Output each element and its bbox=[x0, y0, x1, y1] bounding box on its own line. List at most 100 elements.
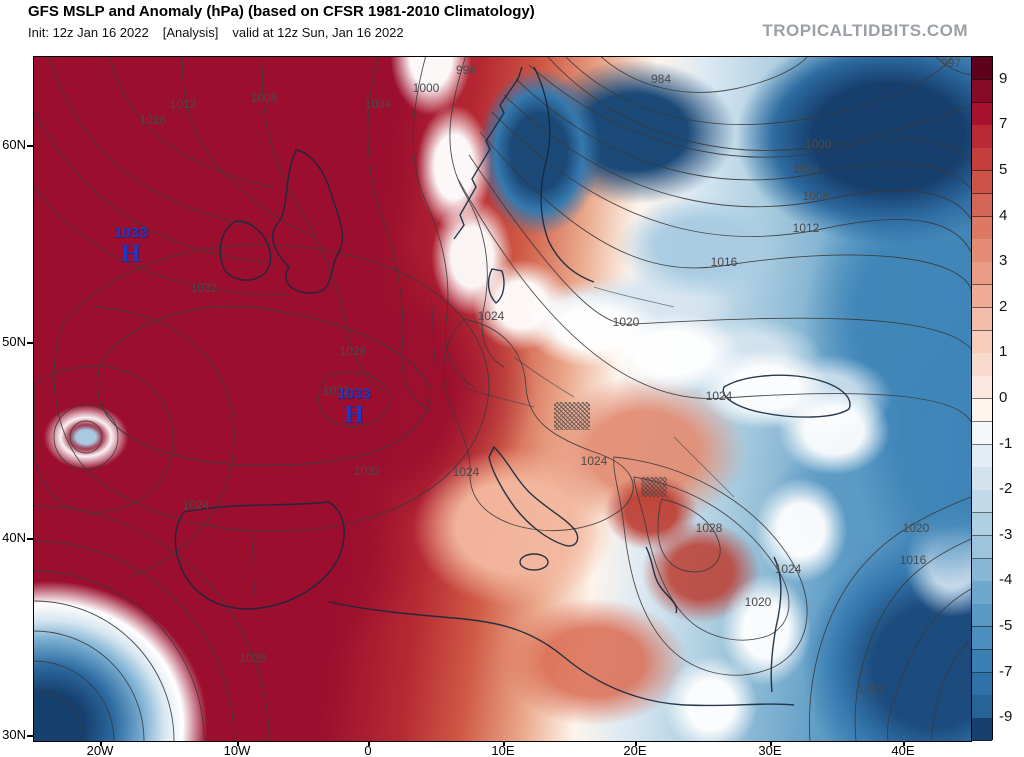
colorbar-cell bbox=[972, 216, 992, 240]
chart-subtitle: Init: 12z Jan 16 2022 [Analysis] valid at … bbox=[28, 25, 418, 40]
colorbar-cell bbox=[972, 239, 992, 263]
contour-label: 1024 bbox=[182, 498, 210, 512]
longitude-tick bbox=[770, 741, 772, 746]
contour-label: 1008 bbox=[250, 91, 278, 105]
longitude-tick bbox=[503, 741, 505, 746]
latitude-tick bbox=[27, 735, 34, 737]
contour-label: 1008 bbox=[802, 189, 830, 203]
colorbar-cell bbox=[972, 376, 992, 400]
contour-label: 1004 bbox=[364, 97, 392, 111]
contour-label: 1020 bbox=[744, 595, 772, 609]
terrain-hatch-dinarides bbox=[641, 477, 667, 497]
colorbar-cell bbox=[972, 535, 992, 560]
colorbar-cell bbox=[972, 558, 992, 582]
colorbar-cell bbox=[972, 604, 992, 628]
colorbar-cell bbox=[972, 467, 992, 491]
init-time: Init: 12z Jan 16 2022 bbox=[28, 25, 149, 40]
high-pressure-marker: 1033 H bbox=[114, 226, 147, 267]
colorbar-tick-label: 1 bbox=[999, 343, 1008, 361]
contour-lines bbox=[34, 57, 971, 741]
longitude-tick bbox=[635, 741, 637, 746]
latitude-label: 30N bbox=[2, 727, 26, 742]
latitude-tick bbox=[27, 538, 34, 540]
colorbar-tick-label: 7 bbox=[999, 115, 1008, 133]
longitude-label: 10E bbox=[491, 743, 515, 757]
contour-label: 1028 bbox=[695, 521, 723, 535]
colorbar-tick-label: -2 bbox=[999, 480, 1013, 498]
colorbar-cell bbox=[972, 79, 992, 104]
colorbar-cell bbox=[972, 193, 992, 218]
colorbar-cell bbox=[972, 513, 992, 537]
contour-label: 1028 bbox=[339, 344, 367, 358]
high-letter: H bbox=[121, 240, 141, 268]
latitude-label: 50N bbox=[2, 334, 26, 349]
contour-label: 1012 bbox=[792, 221, 820, 235]
contour-label: 1016 bbox=[899, 553, 927, 567]
colorbar-cell bbox=[972, 353, 992, 377]
colorbar-tick-label: 3 bbox=[999, 252, 1008, 270]
longitude-tick bbox=[903, 741, 905, 746]
contour-label: 1016 bbox=[710, 255, 738, 269]
high-value: 1033 bbox=[337, 385, 371, 403]
contour-label: 1016 bbox=[139, 113, 167, 127]
contour-label: 1000 bbox=[412, 81, 440, 95]
colorbar-tick-label: -3 bbox=[999, 525, 1013, 543]
longitude-tick bbox=[368, 741, 370, 746]
contour-label: 1024 bbox=[477, 309, 505, 323]
valid-time: valid at 12z Sun, Jan 16 2022 bbox=[232, 25, 404, 40]
longitude-label: 20E bbox=[623, 743, 647, 757]
contour-label: 1028 bbox=[239, 651, 267, 665]
longitude-tick bbox=[237, 741, 239, 746]
contour-label: 984 bbox=[650, 72, 672, 86]
contour-label: 1024 bbox=[774, 562, 802, 576]
anomaly-map: 996 1000 1004 1008 1012 1016 1032 1028 1032 1032 1… bbox=[33, 56, 972, 742]
high-value: 1033 bbox=[114, 224, 148, 242]
colorbar-cell bbox=[972, 627, 992, 651]
colorbar-cell bbox=[972, 490, 992, 514]
coastlines bbox=[174, 66, 851, 707]
colorbar-tick-label: -9 bbox=[999, 708, 1013, 726]
contour-label: 1032 bbox=[190, 281, 218, 295]
latitude-label: 40N bbox=[2, 530, 26, 545]
colorbar-tick-label: 4 bbox=[999, 206, 1008, 224]
colorbar-cell bbox=[972, 148, 992, 172]
contour-label: 1020 bbox=[902, 521, 930, 535]
colorbar-tick-label: -1 bbox=[999, 434, 1013, 452]
latitude-tick bbox=[27, 342, 34, 344]
contour-label: 1024 bbox=[452, 465, 480, 479]
contour-label: 1024 bbox=[705, 389, 733, 403]
colorbar-cell bbox=[972, 581, 992, 605]
colorbar-tick-label: -5 bbox=[999, 617, 1013, 634]
latitude-label: 60N bbox=[2, 137, 26, 152]
high-letter: H bbox=[344, 401, 364, 429]
colorbar-cell bbox=[972, 307, 992, 332]
contour-label: 1012 bbox=[169, 97, 197, 111]
high-pressure-marker: 1033 H bbox=[337, 387, 370, 428]
contour-label: 997 bbox=[940, 56, 962, 70]
mode-label: [Analysis] bbox=[162, 25, 219, 40]
contour-label: 1012 bbox=[857, 682, 885, 696]
colorbar-tick-label: 2 bbox=[999, 297, 1008, 315]
contour-label: 1004 bbox=[792, 162, 820, 176]
colorbar-cell bbox=[972, 125, 992, 149]
colorbar-cell bbox=[972, 649, 992, 674]
longitude-label: 40E bbox=[891, 743, 915, 757]
colorbar-tick-label: 0 bbox=[999, 389, 1008, 406]
longitude-label: 30E bbox=[758, 743, 782, 757]
colorbar-cell bbox=[972, 672, 992, 696]
colorbar-cell bbox=[972, 262, 992, 286]
colorbar-tick-label: 5 bbox=[999, 161, 1008, 178]
contour-label: 1032 bbox=[353, 464, 381, 478]
longitude-label: 10W bbox=[223, 743, 251, 757]
contour-label: 1032 bbox=[322, 384, 350, 398]
colorbar-cell bbox=[972, 421, 992, 446]
page-title: GFS MSLP and Anomaly (hPa) (based on CFS… bbox=[28, 3, 535, 20]
tropicaltidbits-logo: TROPICALTIDBITS.COM bbox=[762, 21, 968, 40]
colorbar-cell bbox=[972, 102, 992, 126]
longitude-label: 0 bbox=[364, 743, 372, 757]
longitude-tick bbox=[100, 741, 102, 746]
contour-label: 1000 bbox=[804, 137, 832, 151]
latitude-tick bbox=[27, 145, 34, 147]
colorbar-cell bbox=[972, 444, 992, 468]
